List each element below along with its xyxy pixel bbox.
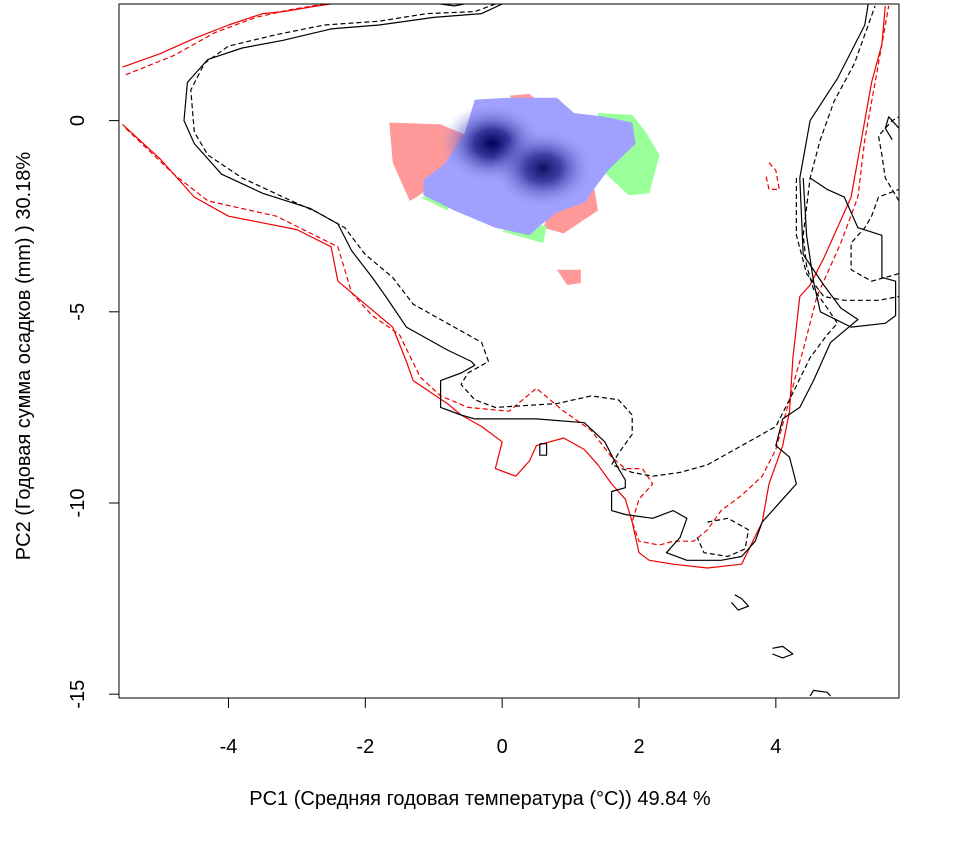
contour-line-3 (125, 5, 890, 546)
contour-line-1 (121, 5, 886, 569)
contour-line-0 (122, 4, 332, 68)
x-tick-label: -4 (220, 736, 238, 758)
x-axis: -4 -2 0 2 4 (220, 697, 781, 758)
y-axis-label: PC2 (Годовая сумма осадков (mm) ) 30.18% (13, 151, 35, 561)
contour-line-4 (765, 162, 780, 190)
contour-line-12 (884, 116, 899, 141)
red-niche-region-3 (556, 269, 581, 285)
data-layer (121, 4, 899, 697)
density-peak-1 (491, 128, 595, 209)
y-tick-label: -5 (67, 303, 89, 321)
contour-line-14 (730, 594, 750, 611)
contour-line-17 (539, 443, 548, 456)
contour-line-16 (809, 689, 832, 697)
y-tick-label: -10 (67, 489, 89, 518)
contour-line-9 (795, 178, 899, 301)
contour-line-13 (696, 517, 750, 558)
contour-line-5 (440, 4, 465, 7)
x-axis-label: PC1 (Средняя годовая температура (°C)) 4… (249, 788, 711, 810)
y-tick-label: 0 (67, 115, 89, 126)
y-tick-label: -15 (67, 680, 89, 709)
contour-line-15 (772, 645, 794, 659)
x-tick-label: 2 (633, 736, 644, 758)
x-tick-label: 4 (770, 736, 781, 758)
contour-line-10 (850, 188, 899, 282)
contour-line-8 (802, 177, 897, 328)
x-tick-label: 0 (497, 736, 508, 758)
contour-line-2 (125, 4, 325, 76)
contour-line-6 (183, 4, 869, 561)
contour-line-11 (877, 116, 899, 202)
contour-line-7 (190, 4, 876, 477)
x-tick-label: -2 (356, 736, 374, 758)
y-axis: 0 -5 -10 -15 (67, 115, 120, 709)
